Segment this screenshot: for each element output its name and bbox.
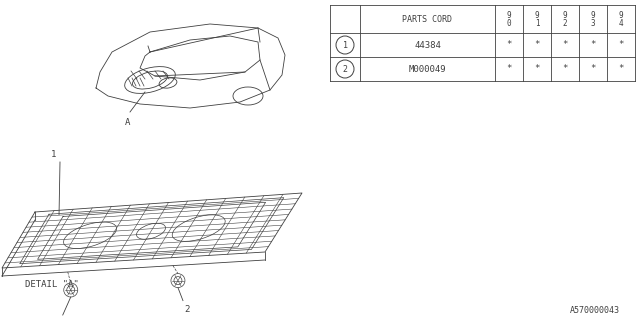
Text: *: * [506, 65, 512, 74]
Text: 3: 3 [591, 19, 595, 28]
Text: 2: 2 [563, 19, 567, 28]
Text: DETAIL "A": DETAIL "A" [25, 280, 79, 289]
Text: 9: 9 [591, 12, 595, 20]
Text: *: * [590, 41, 596, 50]
Text: *: * [590, 65, 596, 74]
Text: 2: 2 [184, 305, 189, 314]
Text: *: * [506, 41, 512, 50]
Text: 2: 2 [342, 65, 348, 74]
Text: 1: 1 [342, 41, 348, 50]
Text: *: * [534, 41, 540, 50]
Text: *: * [618, 41, 624, 50]
Text: 9: 9 [534, 12, 540, 20]
Text: *: * [563, 41, 568, 50]
Text: 4: 4 [619, 19, 623, 28]
Text: 9: 9 [507, 12, 511, 20]
Text: 44384: 44384 [414, 41, 441, 50]
Text: *: * [563, 65, 568, 74]
Text: 0: 0 [507, 19, 511, 28]
Text: A570000043: A570000043 [570, 306, 620, 315]
Text: 1: 1 [51, 150, 56, 159]
Text: 9: 9 [619, 12, 623, 20]
Text: *: * [534, 65, 540, 74]
Text: A: A [125, 118, 131, 127]
Text: 1: 1 [534, 19, 540, 28]
Text: PARTS CORD: PARTS CORD [403, 14, 452, 23]
Text: 9: 9 [563, 12, 567, 20]
Text: *: * [618, 65, 624, 74]
Text: M000049: M000049 [409, 65, 446, 74]
